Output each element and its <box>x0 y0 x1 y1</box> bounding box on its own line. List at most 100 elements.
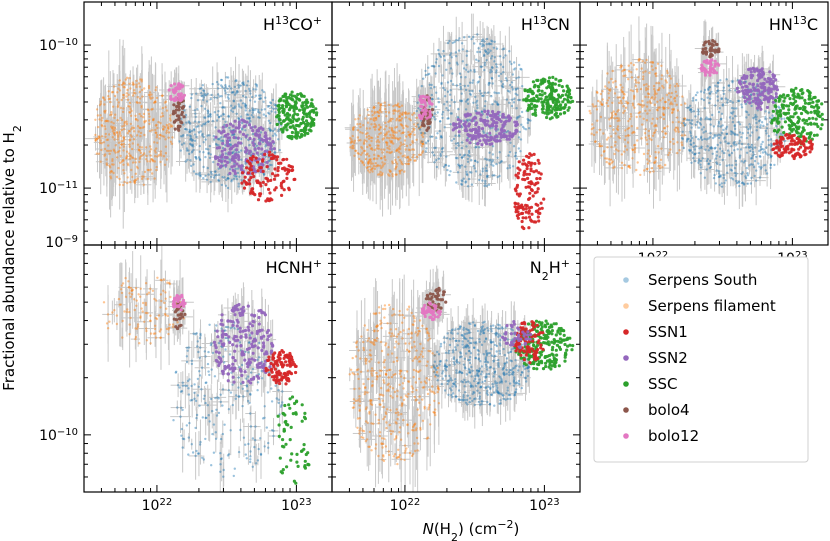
data-point-serpens-filament <box>399 123 403 126</box>
data-point-serpens-south <box>196 99 200 102</box>
data-point-serpens-filament <box>110 91 114 94</box>
data-point-ssn2 <box>480 127 485 131</box>
data-point-serpens-south <box>203 107 207 111</box>
data-point-serpens-south <box>479 92 482 95</box>
data-point-serpens-filament <box>103 154 106 157</box>
data-point-serpens-filament <box>379 108 382 111</box>
data-point-serpens-south <box>227 93 230 97</box>
data-point-serpens-south <box>475 101 478 104</box>
data-point-serpens-filament <box>412 127 415 130</box>
data-point-serpens-south <box>244 104 248 107</box>
data-point-ssn1 <box>520 225 525 229</box>
data-point-serpens-filament <box>134 114 137 118</box>
data-point-ssn1 <box>527 172 532 176</box>
data-point-ssn1 <box>524 210 528 214</box>
data-point-serpens-filament <box>398 115 401 119</box>
data-point-serpens-filament <box>361 151 364 155</box>
data-point-serpens-south <box>467 149 471 153</box>
data-point-serpens-south <box>254 94 258 97</box>
data-point-ssn1 <box>514 189 518 193</box>
data-point-serpens-filament <box>351 147 354 150</box>
data-point-serpens-filament <box>390 126 394 130</box>
data-point-serpens-south <box>437 52 441 56</box>
data-point-serpens-filament <box>111 130 115 133</box>
data-point-ssc <box>290 130 294 135</box>
data-point-serpens-filament <box>386 141 389 144</box>
data-point-serpens-filament <box>123 120 127 124</box>
data-point-serpens-filament <box>413 128 416 131</box>
data-point-serpens-filament <box>107 120 110 123</box>
data-point-ssn1 <box>526 176 530 180</box>
data-point-serpens-filament <box>110 125 113 128</box>
data-point-serpens-south <box>216 87 220 90</box>
data-point-serpens-south <box>471 81 474 85</box>
data-point-serpens-south <box>443 95 447 98</box>
data-point-serpens-filament <box>353 154 356 157</box>
data-point-serpens-south <box>221 106 225 109</box>
data-point-serpens-south <box>201 94 205 97</box>
data-point-ssn2 <box>481 134 485 138</box>
data-point-serpens-filament <box>115 175 119 179</box>
data-point-serpens-filament <box>123 180 126 184</box>
data-point-serpens-south <box>262 113 266 116</box>
data-point-serpens-filament <box>148 119 151 122</box>
data-point-serpens-south <box>468 118 471 122</box>
data-point-serpens-south <box>445 107 448 110</box>
data-point-ssn2 <box>222 129 226 133</box>
data-point-serpens-south <box>480 110 483 113</box>
data-point-serpens-filament <box>398 137 402 140</box>
data-point-serpens-south <box>479 65 482 68</box>
data-point-serpens-south <box>438 54 441 57</box>
data-point-serpens-filament <box>419 153 423 156</box>
data-point-serpens-south <box>483 53 486 56</box>
data-point-serpens-south <box>437 101 441 104</box>
data-point-serpens-south <box>466 98 470 101</box>
data-point-bolo12 <box>428 101 432 105</box>
data-point-serpens-south <box>262 172 266 176</box>
data-point-serpens-south <box>500 84 504 88</box>
data-point-serpens-filament <box>399 147 402 151</box>
data-point-serpens-south <box>217 115 221 119</box>
data-point-serpens-south <box>446 90 450 93</box>
data-point-serpens-filament <box>154 131 157 134</box>
data-point-serpens-south <box>518 98 521 102</box>
data-point-serpens-south <box>247 80 250 83</box>
data-point-serpens-south <box>228 126 231 130</box>
data-point-serpens-south <box>445 68 448 72</box>
data-point-serpens-south <box>420 84 423 88</box>
data-point-serpens-filament <box>103 103 106 106</box>
data-point-serpens-south <box>497 91 500 95</box>
data-point-serpens-filament <box>420 133 424 137</box>
data-point-serpens-filament <box>119 116 122 120</box>
data-point-ssn1 <box>533 183 537 187</box>
data-point-serpens-south <box>449 79 453 83</box>
data-point-serpens-south <box>415 109 418 113</box>
data-point-serpens-south <box>209 180 212 184</box>
data-point-serpens-filament <box>122 183 125 187</box>
data-point-serpens-filament <box>100 119 103 122</box>
data-point-serpens-filament <box>113 131 116 135</box>
data-point-serpens-filament <box>375 118 378 122</box>
data-point-serpens-filament <box>154 100 157 103</box>
data-point-serpens-south <box>224 120 227 124</box>
data-point-serpens-south <box>215 173 218 177</box>
data-point-serpens-south <box>502 56 505 59</box>
data-point-serpens-filament <box>363 163 366 167</box>
data-point-serpens-filament <box>411 148 414 151</box>
data-point-ssn2 <box>492 138 496 142</box>
data-point-serpens-south <box>188 128 191 132</box>
data-point-ssn2 <box>506 115 510 119</box>
data-point-serpens-south <box>208 134 211 137</box>
data-point-serpens-south <box>230 178 233 182</box>
data-point-serpens-south <box>227 177 230 180</box>
data-point-serpens-filament <box>397 148 400 151</box>
data-point-serpens-south <box>211 82 214 86</box>
data-point-ssc <box>292 126 296 130</box>
data-point-ssc <box>285 111 290 116</box>
data-point-serpens-south <box>437 157 440 160</box>
data-point-serpens-south <box>453 40 456 44</box>
data-point-serpens-filament <box>356 123 359 126</box>
data-point-serpens-filament <box>150 108 153 111</box>
data-point-serpens-south <box>184 160 187 163</box>
data-point-ssn2 <box>462 122 466 126</box>
